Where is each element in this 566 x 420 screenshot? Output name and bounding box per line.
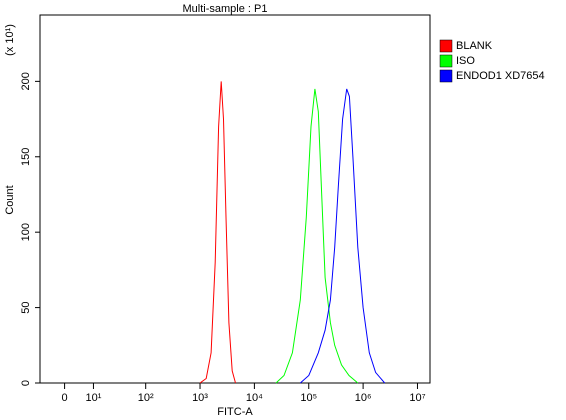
legend-label: ENDOD1 XD7654 — [456, 70, 545, 82]
legend-swatch — [439, 39, 453, 53]
y-axis-unit: (x 10¹) — [4, 24, 16, 56]
legend-swatch — [439, 69, 453, 83]
x-tick-label: 10⁶ — [355, 392, 372, 404]
x-tick-label: 10⁴ — [246, 392, 263, 404]
x-tick-label: 10¹ — [85, 392, 101, 404]
legend-label: BLANK — [456, 40, 493, 52]
legend-swatch — [439, 54, 453, 68]
y-tick-label: 0 — [20, 380, 32, 386]
y-tick-label: 100 — [20, 223, 32, 241]
y-axis-label: Count — [4, 185, 16, 214]
y-tick-label: 150 — [20, 148, 32, 166]
chart-title: Multi-sample : P1 — [183, 3, 268, 15]
x-tick-label: 10² — [138, 392, 154, 404]
histogram-line — [299, 88, 386, 384]
y-tick-label: 200 — [20, 72, 32, 90]
plot-frame — [39, 14, 431, 384]
legend-label: ISO — [456, 55, 475, 67]
x-tick-label: 10⁵ — [300, 392, 317, 404]
histogram-line — [275, 88, 359, 384]
x-tick-label: 0 — [62, 392, 68, 404]
histogram-line — [199, 81, 236, 384]
y-tick-label: 50 — [20, 301, 32, 313]
x-tick-label: 10⁷ — [409, 392, 425, 404]
x-axis-label: FITC-A — [217, 406, 253, 418]
x-tick-label: 10³ — [192, 392, 208, 404]
